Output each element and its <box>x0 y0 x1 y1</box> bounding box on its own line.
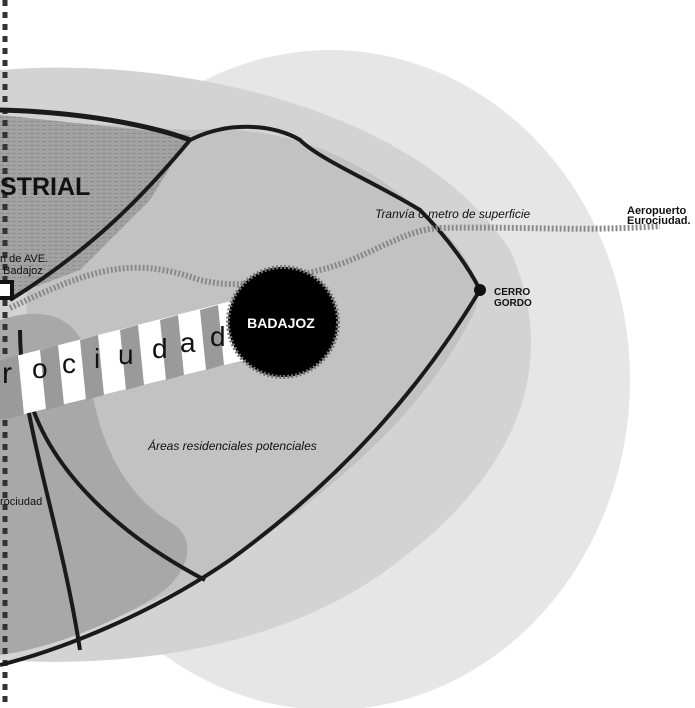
road-south-arc <box>0 288 482 667</box>
road-north <box>0 107 191 143</box>
airport-label: Aeropuerto <box>627 205 687 217</box>
road-ring-east <box>189 124 482 291</box>
station-label: Badajoz <box>3 265 43 277</box>
cerro-gordo-label: CERRO <box>494 287 530 298</box>
eurociudad-letter: i <box>94 343 100 374</box>
city-label: BADAJOZ <box>247 315 315 331</box>
eurociudad-small-label: rociudad <box>0 496 42 508</box>
station-square-icon <box>0 280 14 300</box>
eurociudad-band <box>0 300 245 420</box>
station-label: n de AVE. <box>0 253 48 265</box>
eurociudad-letter: c <box>62 348 76 379</box>
road-industrial-link <box>8 138 192 302</box>
city-marker-icon <box>226 265 340 379</box>
eurociudad-letter: a <box>180 327 196 358</box>
eurociudad-letter: d <box>152 333 168 364</box>
eurociudad-letter: r <box>2 357 12 390</box>
tram-line-path <box>8 223 661 311</box>
industrial-zone <box>0 115 190 300</box>
cerro-gordo-label: GORDO <box>494 298 532 309</box>
industrial-label: STRIAL <box>0 173 90 201</box>
residential-label: Áreas residenciales potenciales <box>147 438 317 453</box>
eurociudad-letter: o <box>32 353 48 384</box>
eurociudad-letter: u <box>118 339 134 370</box>
eurociudad-letter: d <box>210 321 226 352</box>
airport-label: Eurociudad. <box>627 215 691 227</box>
cerro-gordo-point-icon <box>474 284 486 296</box>
tram-line-label: Tranvía o metro de superficie <box>375 207 531 221</box>
